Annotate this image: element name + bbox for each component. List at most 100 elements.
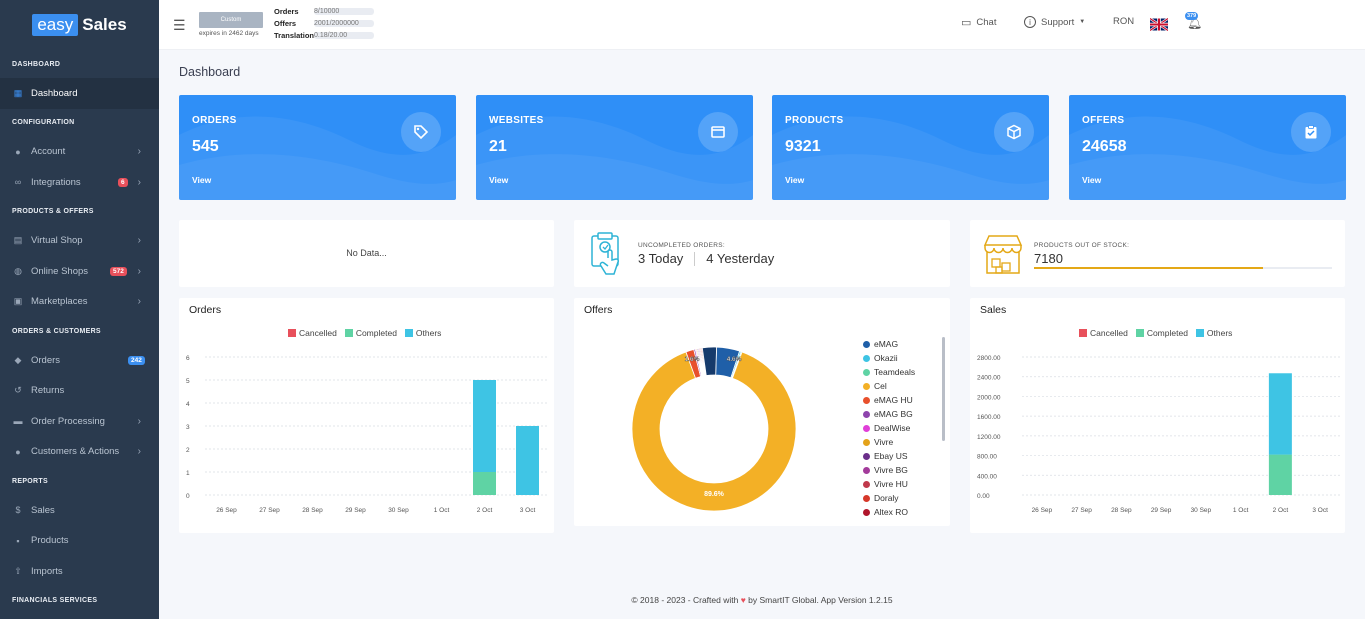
legend-item[interactable]: DealWise <box>863 421 915 435</box>
legend-label: eMAG <box>874 339 899 349</box>
shop-icon: ▤ <box>13 235 23 246</box>
legend-item[interactable]: Cancelled <box>1079 328 1128 338</box>
slice-flanco-ro[interactable] <box>701 346 717 377</box>
card-wave-decoration <box>1069 116 1346 200</box>
sidebar-item-returns[interactable]: ↺ Returns <box>0 376 159 407</box>
legend-label: Cancelled <box>299 328 337 338</box>
y-tick-label: 2 <box>186 447 190 454</box>
legend-item[interactable]: Doraly <box>863 491 915 505</box>
sidebar-item-label: Online Shops <box>31 265 89 277</box>
sidebar-item-products[interactable]: ▪ Products <box>0 526 159 557</box>
y-tick-label: 2800.00 <box>977 355 1001 362</box>
legend-item[interactable]: Cancelled <box>288 328 337 338</box>
stat-view-link[interactable]: View <box>489 175 509 185</box>
uk-flag-icon[interactable] <box>1150 18 1168 31</box>
slice-cel[interactable] <box>631 351 797 512</box>
tags-icon: ◆ <box>14 354 22 365</box>
legend-item[interactable]: eMAG <box>863 337 915 351</box>
uncompleted-yesterday: 4 Yesterday <box>706 251 775 266</box>
legend-item[interactable]: Cel <box>863 379 915 393</box>
stat-label: PRODUCTS <box>785 115 844 126</box>
legend-item[interactable]: Vivre BG <box>863 463 915 477</box>
legend-label: Flanco RO <box>874 521 915 523</box>
bar-others[interactable] <box>516 426 539 495</box>
grid-icon: ▦ <box>13 87 23 98</box>
legend-item[interactable]: Others <box>1195 328 1232 338</box>
bar-others[interactable] <box>1268 373 1292 455</box>
footer: © 2018 - 2023 - Crafted with ♥ by SmartI… <box>159 595 1365 605</box>
sidebar-item-online-shops[interactable]: ◍ Online Shops 572 › <box>0 256 159 287</box>
logo-easy: easy <box>32 14 79 36</box>
orders-bar-chart: 0 1 2 3 4 5 6 26 Sep 27 Sep 28 Sep 29 Sep 30 Sep 1 O… <box>186 355 549 514</box>
legend-label: eMAG BG <box>874 409 913 419</box>
legend-item[interactable]: Flanco RO <box>863 519 915 523</box>
out-of-stock-value: 7180 <box>1034 251 1063 266</box>
topbar: ☰ Custom expires in 2462 days Orders 8/1… <box>159 0 1365 50</box>
orders-chart-panel: Orders Cancelled Completed Others 0 1 2 3 4 5… <box>179 298 554 533</box>
out-of-stock-progress-fill <box>1034 267 1264 269</box>
legend-dot <box>863 480 870 488</box>
sidebar-item-order-processing[interactable]: ▬ Order Processing › <box>0 406 159 437</box>
legend-item[interactable]: eMAG HU <box>863 393 915 407</box>
chart-title: Orders <box>189 304 222 316</box>
sales-bar-chart: 0.00 400.00 800.00 1200.00 1600.00 2000.00 240… <box>977 355 1340 514</box>
x-tick-label: 30 Sep <box>388 507 409 514</box>
legend-item[interactable]: Teamdeals <box>863 365 915 379</box>
stat-view-link[interactable]: View <box>1082 175 1102 185</box>
sidebar-item-customers-actions[interactable]: ● Customers & Actions › <box>0 437 159 468</box>
legend-item[interactable]: Completed <box>1135 328 1188 338</box>
sidebar-item-label: Virtual Shop <box>31 235 83 247</box>
chevron-right-icon: › <box>137 235 141 247</box>
count-badge: 6 <box>118 177 128 187</box>
legend-item[interactable]: Okazii <box>863 351 915 365</box>
logo[interactable]: easy Sales <box>0 0 159 50</box>
warehouse-icon <box>983 235 1023 274</box>
legend-dot <box>863 382 870 390</box>
legend-item[interactable]: eMAG BG <box>863 407 915 421</box>
legend-item[interactable]: Completed <box>344 328 397 338</box>
stat-view-link[interactable]: View <box>785 175 805 185</box>
legend-label: Cancelled <box>1090 328 1128 338</box>
currency-selector[interactable]: RON <box>1113 16 1134 27</box>
sidebar-item-orders[interactable]: ◆ Orders 242 <box>0 345 159 376</box>
chart-title: Sales <box>980 304 1007 316</box>
sidebar-item-marketplaces[interactable]: ▣ Marketplaces › <box>0 287 159 318</box>
slice-label: 89.6% <box>704 491 725 498</box>
bar-completed[interactable] <box>473 472 496 495</box>
legend-label: Cel <box>874 381 887 391</box>
sidebar-item-virtual-shop[interactable]: ▤ Virtual Shop › <box>0 226 159 257</box>
chat-button[interactable]: ▭ Chat <box>961 16 996 29</box>
legend-item[interactable]: Ebay US <box>863 449 915 463</box>
bar-others[interactable] <box>473 380 496 472</box>
legend-item[interactable]: Others <box>404 328 441 338</box>
card-wave-decoration <box>179 116 456 200</box>
x-tick-label: 3 Oct <box>1312 507 1328 514</box>
sidebar-item-integrations[interactable]: ∞ Integrations 6 › <box>0 167 159 198</box>
legend-label: Okazii <box>874 353 898 363</box>
stat-view-link[interactable]: View <box>192 175 212 185</box>
usage-value: 0.18/20.00 <box>314 32 374 39</box>
legend-label: Completed <box>1146 328 1188 338</box>
sidebar-item-sales[interactable]: $ Sales <box>0 495 159 526</box>
stat-value: 24658 <box>1082 138 1127 155</box>
legend-item[interactable]: Vivre <box>863 435 915 449</box>
y-tick-label: 4 <box>186 401 190 408</box>
y-tick-label: 5 <box>186 378 190 385</box>
hamburger-menu-icon[interactable]: ☰ <box>173 17 186 33</box>
bar-completed[interactable] <box>1268 454 1292 495</box>
legend-item[interactable]: Altex RO <box>863 505 915 519</box>
sidebar-section-heading: CONFIGURATION <box>12 119 75 126</box>
legend-item[interactable]: Vivre HU <box>863 477 915 491</box>
chevron-right-icon: › <box>137 176 141 188</box>
sidebar-section-heading: FINANCIALS SERVICES <box>12 597 98 604</box>
legend-dot <box>863 368 870 376</box>
legend-dot <box>863 522 870 523</box>
support-dropdown[interactable]: i Support ▼ <box>1024 16 1085 28</box>
sidebar-item-account[interactable]: ● Account › <box>0 137 159 168</box>
support-label: Support <box>1041 16 1075 28</box>
legend-label: Ebay US <box>874 451 908 461</box>
boxes-icon: ▪ <box>16 535 20 546</box>
sidebar-item-dashboard[interactable]: ▦ Dashboard <box>0 78 159 109</box>
sidebar-item-imports[interactable]: ⇧ Imports <box>0 556 159 587</box>
legend-scrollbar[interactable] <box>942 337 945 441</box>
